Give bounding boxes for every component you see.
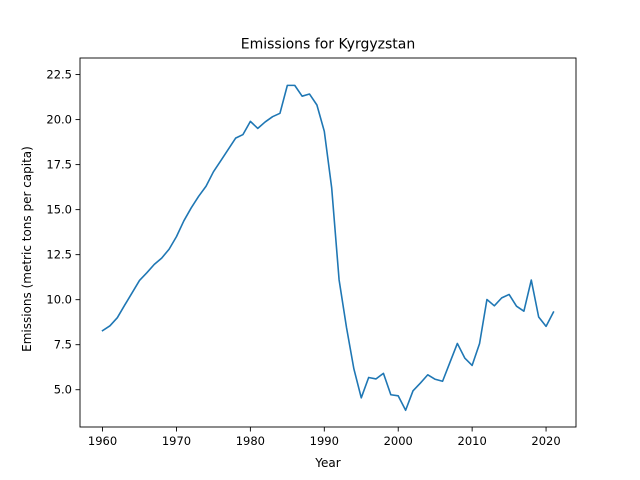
x-tick-label: 2010 — [458, 434, 487, 448]
x-axis-label: Year — [314, 456, 340, 470]
y-tick-label: 12.5 — [46, 248, 72, 262]
y-tick-label: 7.5 — [54, 338, 72, 352]
y-tick-label: 17.5 — [46, 158, 72, 172]
x-tick-label: 2000 — [384, 434, 413, 448]
y-tick-label: 10.0 — [46, 293, 72, 307]
x-tick-label: 1960 — [88, 434, 117, 448]
chart-title: Emissions for Kyrgyzstan — [241, 37, 415, 53]
y-axis-label: Emissions (metric tons per capita) — [20, 146, 34, 352]
y-tick-label: 15.0 — [46, 203, 72, 217]
x-tick-label: 1970 — [162, 434, 191, 448]
y-tick-label: 5.0 — [54, 383, 72, 397]
x-tick-label: 1980 — [236, 434, 265, 448]
axes-frame — [79, 57, 577, 428]
y-tick-label: 22.5 — [46, 68, 72, 82]
x-tick-label: 1990 — [310, 434, 339, 448]
x-tick-label: 2020 — [531, 434, 560, 448]
series-line — [101, 84, 555, 412]
y-tick-label: 20.0 — [46, 113, 72, 127]
plot-area: 1960 1970 1980 1990 2000 2010 2020 5.0 7.5 10.0 12… — [46, 57, 577, 448]
